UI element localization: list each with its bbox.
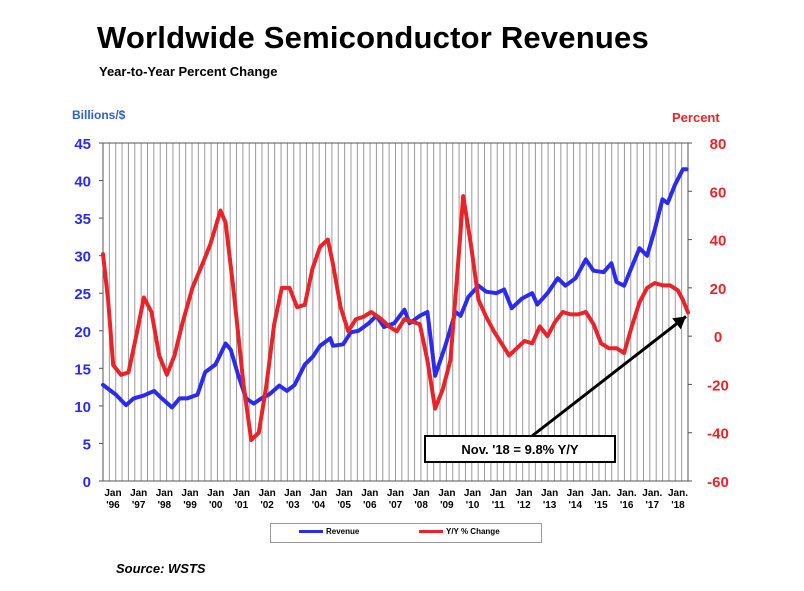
x-tick-label-year: '09 [440,500,454,511]
left-tick-label: 15 [74,361,91,378]
x-tick-label-month: Jan [130,488,147,499]
right-tick-label: -40 [707,426,729,443]
left-tick-label: 5 [83,436,91,453]
left-tick-label: 35 [74,211,91,228]
right-tick-label: 20 [710,281,727,298]
left-axis-label: Billions/$ [72,108,126,122]
right-tick-label: 80 [710,136,727,153]
x-tick-label-month: Jan [181,488,198,499]
x-tick-label-year: '04 [312,500,326,511]
x-tick-label-year: '98 [158,500,172,511]
x-tick-label-year: '96 [106,500,120,511]
x-tick-label-year: '16 [620,500,634,511]
x-tick-label-year: '08 [414,500,428,511]
left-tick-label: 20 [74,324,91,341]
right-tick-label: -20 [707,377,729,394]
left-tick-label: 30 [74,249,91,266]
chart-legend: Revenue Y/Y % Change [270,523,542,543]
left-tick-label: 0 [83,474,91,491]
left-tick-label: 40 [74,174,91,191]
x-tick-label-year: '00 [209,500,223,511]
legend-label-revenue: Revenue [326,527,360,536]
right-tick-label: 40 [710,233,727,250]
legend-item-yoy: Y/Y % Change [419,527,500,536]
x-tick-label-month: Jan [310,488,327,499]
yoy-change-line [101,194,690,442]
x-tick-label-year: '10 [466,500,480,511]
x-tick-label-year: '06 [363,500,377,511]
x-tick-label-year: '15 [594,500,608,511]
x-tick-label-year: '14 [569,500,583,511]
x-tick-label-year: '07 [389,500,403,511]
right-tick-label: 0 [714,329,722,346]
x-tick-label-year: '17 [646,500,660,511]
x-tick-label-month: Jan. [617,488,637,499]
revenue-line [101,167,689,410]
left-tick-label: 25 [74,286,91,303]
x-tick-label-month: Jan [258,488,275,499]
x-tick-label-year: '01 [235,500,249,511]
x-tick-label-month: Jan [104,488,121,499]
x-tick-label-year: '18 [671,500,685,511]
x-tick-label-year: '99 [183,500,197,511]
left-tick-label: 10 [74,399,91,416]
x-tick-label-month: Jan. [642,488,662,499]
x-tick-label-month: Jan [387,488,404,499]
legend-item-revenue: Revenue [299,527,359,536]
x-tick-label-month: Jan [567,488,584,499]
x-tick-label-month: Jan [438,488,455,499]
x-tick-label-month: Jan. [591,488,611,499]
annotation-arrow-head [672,316,686,330]
x-tick-label-month: Jan [207,488,224,499]
annotation-arrow-line [531,315,687,438]
right-tick-label: 60 [710,184,727,201]
x-tick-label-month: Jan [490,488,507,499]
x-tick-label-year: '05 [337,500,351,511]
x-tick-label-year: '03 [286,500,300,511]
x-tick-label-month: Jan [336,488,353,499]
legend-swatch-revenue [299,530,323,533]
right-tick-label: -60 [707,474,729,491]
x-tick-label-month: Jan [541,488,558,499]
x-tick-label-month: Jan [515,488,532,499]
x-tick-label-month: Jan [361,488,378,499]
right-axis-label: Percent [672,110,720,125]
x-tick-label-month: Jan [284,488,301,499]
chart-subtitle: Year-to-Year Percent Change [99,64,278,79]
x-tick-label-year: '02 [260,500,274,511]
x-tick-label-month: Jan [413,488,430,499]
annotation-text: Nov. '18 = 9.8% Y/Y [461,442,578,457]
x-tick-label-year: '13 [543,500,557,511]
x-tick-label-year: '11 [492,500,505,511]
annotation-box [424,435,616,463]
legend-swatch-yoy [419,530,443,533]
legend-label-yoy: Y/Y % Change [446,527,500,536]
x-tick-label-month: Jan. [668,488,688,499]
x-tick-label-year: '12 [517,500,531,511]
x-tick-label-year: '97 [132,500,146,511]
chart-title: Worldwide Semiconductor Revenues [97,20,649,55]
source-note: Source: WSTS [116,561,206,576]
x-tick-label-month: Jan [464,488,481,499]
x-tick-label-month: Jan [233,488,250,499]
left-tick-label: 45 [74,136,91,153]
x-tick-label-month: Jan [156,488,173,499]
